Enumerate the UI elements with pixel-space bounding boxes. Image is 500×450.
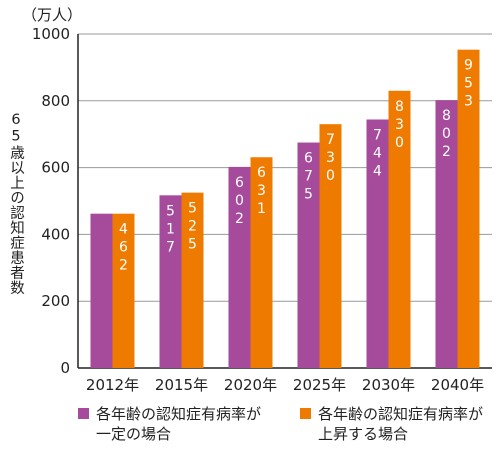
unit-label: （万人） — [22, 6, 83, 24]
x-tick-label: 2020年 — [224, 376, 277, 394]
y-tick-label: 600 — [41, 159, 70, 177]
x-tick-label: 2012年 — [86, 376, 139, 394]
data-label: 525 — [185, 201, 201, 255]
data-label: 730 — [323, 132, 339, 186]
y-tick-label: 0 — [60, 359, 70, 377]
data-label: 602 — [232, 175, 248, 229]
bar — [181, 192, 204, 368]
bar — [435, 100, 458, 368]
bar — [159, 195, 182, 368]
x-tick-label: 2025年 — [293, 376, 346, 394]
legend-item-constant: 各年齢の認知症有病率が 一定の場合 — [78, 404, 261, 444]
bar — [319, 124, 342, 369]
data-label: 830 — [392, 99, 408, 153]
data-label: 744 — [370, 128, 386, 182]
legend-swatch-constant — [78, 408, 89, 419]
y-tick-label: 800 — [41, 92, 70, 110]
x-tick-label: 2015年 — [155, 376, 208, 394]
bar — [112, 213, 135, 368]
y-axis-label: 65歳以上の認知症患者数 — [8, 112, 24, 295]
y-tick-label: 400 — [41, 225, 70, 243]
data-label: 675 — [301, 151, 317, 205]
bar — [297, 142, 320, 368]
legend-swatch-rising — [300, 408, 311, 419]
bar — [250, 157, 273, 368]
data-label: 462 — [116, 222, 132, 276]
data-label: 802 — [439, 108, 455, 162]
legend-label-rising: 各年齢の認知症有病率が 上昇する場合 — [318, 405, 484, 443]
y-tick-label: 1000 — [32, 25, 70, 43]
y-tick-label: 200 — [41, 292, 70, 310]
bar — [388, 90, 411, 368]
data-label: 631 — [254, 165, 270, 219]
x-tick-label: 2040年 — [431, 376, 484, 394]
bar — [90, 213, 113, 368]
data-label: 517 — [163, 203, 179, 257]
bar — [366, 119, 389, 368]
legend-label-constant: 各年齢の認知症有病率が 一定の場合 — [96, 405, 262, 443]
bar — [457, 49, 480, 369]
data-label: 953 — [461, 58, 477, 112]
legend-item-rising: 各年齢の認知症有病率が 上昇する場合 — [300, 404, 483, 444]
bar — [228, 166, 251, 368]
x-tick-label: 2030年 — [362, 376, 415, 394]
